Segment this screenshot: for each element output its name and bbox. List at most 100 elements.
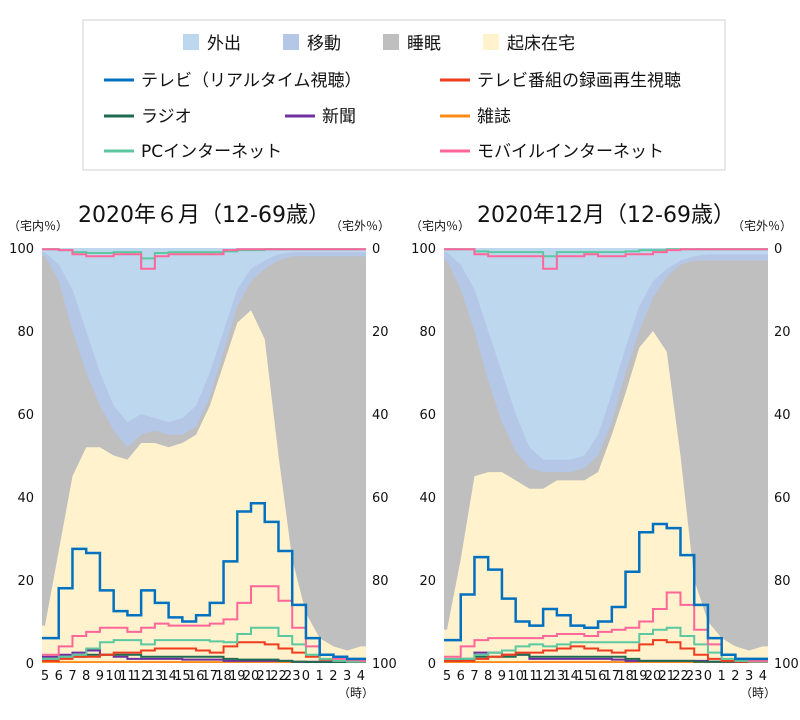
in-home-line-1 <box>444 639 768 663</box>
x-tick: 20 <box>243 669 260 684</box>
y-tick-left: 60 <box>17 408 34 423</box>
x-tick: 2 <box>329 669 337 684</box>
y-tick-left: 60 <box>419 408 436 423</box>
x-tick: 12 <box>133 669 150 684</box>
y-tick-left: 100 <box>411 242 436 257</box>
x-tick: 16 <box>188 669 205 684</box>
legend-swatch-move <box>283 34 299 50</box>
x-tick: 7 <box>470 669 478 684</box>
in-home-line-2 <box>42 653 366 663</box>
x-tick: 23 <box>686 669 703 684</box>
x-tick: 8 <box>484 669 492 684</box>
left-axis-label: （宅内％） <box>8 218 68 233</box>
y-tick-left: 20 <box>419 574 436 589</box>
legend-label-tv: テレビ（リアルタイム視聴） <box>141 71 362 91</box>
y-tick-right: 80 <box>774 574 791 589</box>
chart-title: 2020年６月（12-69歳） <box>78 203 330 228</box>
y-tick-left: 0 <box>26 657 34 672</box>
x-tick: 12 <box>535 669 552 684</box>
out-home-line-1 <box>444 248 768 270</box>
x-tick: 3 <box>745 669 753 684</box>
x-tick: 8 <box>82 669 90 684</box>
in-home-line-0 <box>42 501 366 661</box>
out-home-line-1 <box>42 248 366 270</box>
x-tick: 18 <box>617 669 634 684</box>
x-tick: 1 <box>718 669 726 684</box>
x-tick: 5 <box>443 669 451 684</box>
y-tick-right: 0 <box>372 242 380 257</box>
x-tick: 1 <box>316 669 324 684</box>
x-tick: 18 <box>215 669 232 684</box>
x-tick: 4 <box>759 669 767 684</box>
y-tick-left: 0 <box>428 657 436 672</box>
y-tick-right: 60 <box>372 491 389 506</box>
y-tick-left: 100 <box>9 242 34 257</box>
x-tick: 19 <box>631 669 648 684</box>
legend-label-pc: PCインターネット <box>141 142 282 162</box>
y-tick-right: 80 <box>372 574 389 589</box>
legend-swatch-out <box>183 34 199 50</box>
y-tick-right: 40 <box>774 408 791 423</box>
x-tick: 13 <box>549 669 566 684</box>
x-tick: 23 <box>284 669 301 684</box>
x-tick: 11 <box>119 669 136 684</box>
x-tick: 15 <box>174 669 191 684</box>
y-tick-right: 100 <box>774 657 799 672</box>
legend-label-move: 移動 <box>307 34 341 54</box>
x-tick: 17 <box>604 669 621 684</box>
x-tick: 2 <box>731 669 739 684</box>
x-tick: 11 <box>521 669 538 684</box>
plot-area <box>42 248 366 663</box>
legend-label-home: 起床在宅 <box>507 34 575 54</box>
x-tick: 10 <box>507 669 524 684</box>
legend-label-magazine: 雑誌 <box>477 107 511 127</box>
legend-label-newspaper: 新聞 <box>322 107 356 127</box>
x-tick: 21 <box>256 669 273 684</box>
x-tick: 22 <box>270 669 287 684</box>
x-tick: 6 <box>55 669 63 684</box>
x-tick: 20 <box>645 669 662 684</box>
x-tick: 21 <box>658 669 675 684</box>
y-tick-right: 40 <box>372 408 389 423</box>
legend-label-recorded: テレビ番組の録画再生視聴 <box>477 71 681 91</box>
legend-label-sleep: 睡眠 <box>407 34 441 54</box>
legend-label-out: 外出 <box>207 34 241 54</box>
x-tick: 22 <box>672 669 689 684</box>
legend-swatch-sleep <box>383 34 399 50</box>
x-tick: 0 <box>704 669 712 684</box>
y-tick-left: 40 <box>17 491 34 506</box>
right-axis-label: （宅外％） <box>732 218 792 233</box>
x-tick: 14 <box>562 669 579 684</box>
x-axis-unit: （時） <box>740 686 776 700</box>
x-axis-unit: （時） <box>338 686 374 700</box>
x-tick: 4 <box>357 669 365 684</box>
left-axis-label: （宅内％） <box>410 218 470 233</box>
legend-label-mobile: モバイルインターネット <box>477 142 664 162</box>
y-tick-right: 20 <box>774 325 791 340</box>
x-tick: 15 <box>576 669 593 684</box>
x-tick: 10 <box>105 669 122 684</box>
area-起床在宅 <box>444 331 768 663</box>
x-tick: 9 <box>96 669 104 684</box>
y-tick-left: 80 <box>419 325 436 340</box>
x-tick: 9 <box>498 669 506 684</box>
area-起床在宅 <box>42 310 366 663</box>
x-tick: 16 <box>590 669 607 684</box>
in-home-line-0 <box>444 522 768 661</box>
legend-swatch-home <box>483 34 499 50</box>
legend-label-radio: ラジオ <box>141 107 192 127</box>
legend: 外出 移動 睡眠 起床在宅 テレビ（リアルタイム視聴） テレビ番組の録画再生視聴… <box>82 19 726 171</box>
x-tick: 6 <box>457 669 465 684</box>
x-tick: 3 <box>343 669 351 684</box>
x-tick: 5 <box>41 669 49 684</box>
x-tick: 0 <box>302 669 310 684</box>
x-tick: 7 <box>68 669 76 684</box>
chart-title: 2020年12月（12-69歳） <box>477 203 735 228</box>
y-tick-left: 20 <box>17 574 34 589</box>
y-tick-left: 80 <box>17 325 34 340</box>
y-tick-right: 0 <box>774 242 782 257</box>
y-tick-left: 40 <box>419 491 436 506</box>
y-tick-right: 100 <box>372 657 397 672</box>
y-tick-right: 20 <box>372 325 389 340</box>
